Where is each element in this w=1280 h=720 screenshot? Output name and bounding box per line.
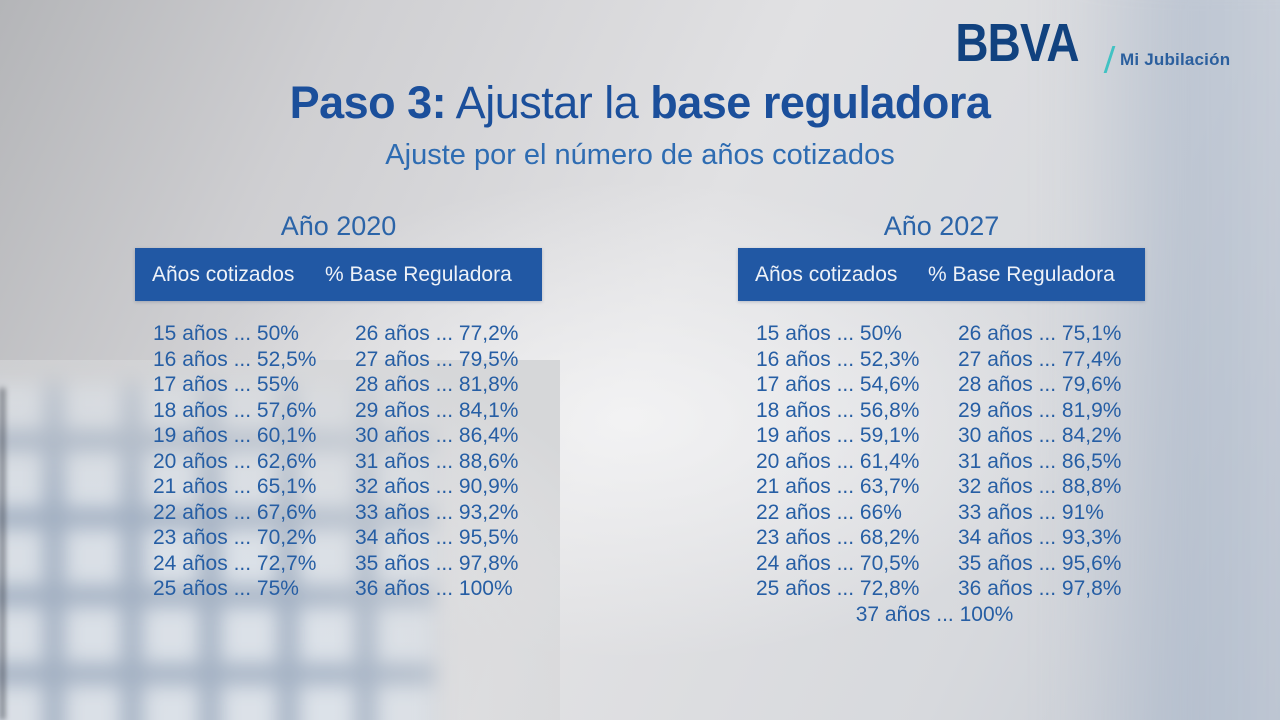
table-row: 21 años ... 65,1%: [153, 475, 317, 498]
table-row: 31 años ... 88,6%: [355, 449, 519, 473]
table-column-right: 26 años ... 77,2% 27 años ... 79,5% 28 año…: [355, 321, 542, 602]
table-row: 16 años ... 52,5%: [153, 347, 317, 371]
table-row: 33 años ... 93,2%: [355, 500, 519, 524]
table-row: 25 años ... 75%: [153, 577, 299, 600]
table-row: 18 años ... 57,6%: [153, 398, 317, 422]
table-row: 15 años ... 50%: [756, 322, 902, 345]
table-row: 28 años ... 79,6%: [958, 373, 1122, 396]
table-body: 15 años ... 50% 16 años ... 52,3% 17 años …: [738, 321, 1145, 602]
table-row: 24 años ... 72,7%: [153, 551, 317, 575]
product-name: Mi Jubilación: [1120, 49, 1231, 69]
table-header: Años cotizados % Base Reguladora: [135, 248, 542, 301]
table-title: Año 2020: [280, 211, 397, 241]
table-row: 19 años ... 59,1%: [756, 424, 920, 447]
table-footer: 37 años ... 100%: [855, 602, 1014, 626]
column-header-base-reguladora: % Base Reguladora: [928, 262, 1115, 286]
table-row: 27 años ... 79,5%: [355, 347, 519, 371]
table-row: 17 años ... 54,6%: [756, 373, 920, 396]
teal-slash-icon: [1103, 46, 1116, 73]
table-row: 26 años ... 75,1%: [958, 322, 1122, 345]
table-column-left: 15 años ... 50% 16 años ... 52,3% 17 años …: [756, 321, 958, 602]
column-header-anos-cotizados: Años cotizados: [152, 262, 295, 286]
table-row: 25 años ... 72,8%: [756, 577, 920, 600]
table-row: 34 años ... 95,5%: [355, 526, 519, 549]
table-column-left: 15 años ... 50% 16 años ... 52,5% 17 años …: [153, 321, 355, 602]
table-row: 31 años ... 86,5%: [958, 449, 1122, 473]
bbva-logo: BBVA: [955, 13, 1079, 73]
table-row: 27 años ... 77,4%: [958, 347, 1122, 371]
table-row: 23 años ... 68,2%: [756, 526, 920, 549]
table-row: 36 años ... 97,8%: [958, 577, 1122, 600]
table-row: 24 años ... 70,5%: [756, 551, 920, 575]
table-row: 16 años ... 52,3%: [756, 347, 920, 371]
table-row: 29 años ... 81,9%: [958, 398, 1122, 422]
table-row: 35 años ... 95,6%: [958, 551, 1122, 575]
table-row: 32 años ... 88,8%: [958, 475, 1122, 498]
table-row: 32 años ... 90,9%: [355, 475, 519, 498]
table-row: 28 años ... 81,8%: [355, 373, 519, 396]
title-step: Paso 3:: [289, 77, 447, 128]
table-body: 15 años ... 50% 16 años ... 52,5% 17 años …: [135, 321, 542, 602]
table-row: 26 años ... 77,2%: [355, 322, 519, 345]
table-row: 29 años ... 84,1%: [355, 398, 519, 422]
table-title: Año 2027: [883, 211, 1000, 241]
column-header-base-reguladora: % Base Reguladora: [325, 262, 512, 286]
table-header: Años cotizados % Base Reguladora: [738, 248, 1145, 301]
table-row: 17 años ... 55%: [153, 373, 299, 396]
title-middle: Ajustar la: [446, 77, 651, 128]
table-row: 30 años ... 84,2%: [958, 424, 1122, 447]
table-row: 35 años ... 97,8%: [355, 551, 519, 575]
table-row: 19 años ... 60,1%: [153, 424, 317, 447]
page-title: Paso 3: Ajustar la base reguladora: [0, 78, 1280, 128]
table-row: 18 años ... 56,8%: [756, 398, 920, 422]
table-row: 22 años ... 66%: [756, 500, 902, 524]
brand-tagline: Mi Jubilación: [1103, 46, 1231, 73]
column-header-anos-cotizados: Años cotizados: [755, 262, 898, 286]
table-ano-2027: Año 2027 Años cotizados % Base Regulador…: [738, 211, 1145, 628]
table-row: 33 años ... 91%: [958, 500, 1104, 524]
table-row: 15 años ... 50%: [153, 322, 299, 345]
table-row: 30 años ... 86,4%: [355, 424, 519, 447]
table-column-right: 26 años ... 75,1% 27 años ... 77,4% 28 año…: [958, 321, 1145, 602]
background-left-edge: [0, 388, 5, 720]
table-row: 23 años ... 70,2%: [153, 526, 317, 549]
table-row: 21 años ... 63,7%: [756, 475, 920, 498]
table-row: 22 años ... 67,6%: [153, 500, 317, 524]
table-row: 34 años ... 93,3%: [958, 526, 1122, 549]
table-row: 20 años ... 61,4%: [756, 449, 920, 473]
table-row: 36 años ... 100%: [355, 577, 513, 600]
title-emphasis: base reguladora: [650, 77, 991, 128]
page-subtitle: Ajuste por el número de años cotizados: [385, 139, 895, 171]
table-row: 20 años ... 62,6%: [153, 449, 317, 473]
table-ano-2020: Año 2020 Años cotizados % Base Regulador…: [135, 211, 542, 602]
